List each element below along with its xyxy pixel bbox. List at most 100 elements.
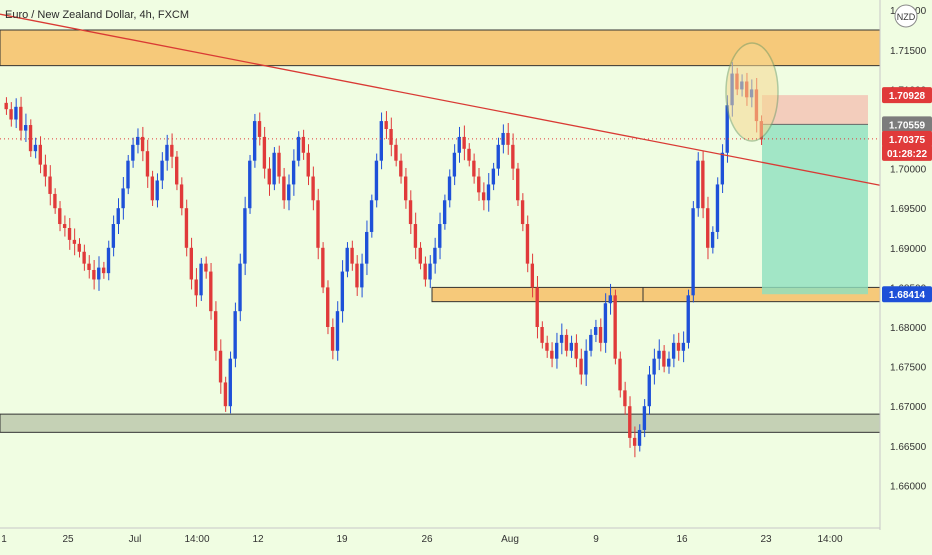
candle-body xyxy=(165,144,169,161)
price-label-text: 1.68414 xyxy=(889,290,926,301)
candle-body xyxy=(516,168,520,201)
stop-zone[interactable] xyxy=(762,95,868,125)
candle-body xyxy=(647,374,651,407)
currency-badge-label: NZD xyxy=(897,12,916,22)
candle-body xyxy=(399,160,403,177)
candle-body xyxy=(496,144,500,169)
price-label-box[interactable] xyxy=(882,116,932,133)
candle-body xyxy=(413,224,418,248)
lower-support-zone[interactable] xyxy=(0,413,881,433)
candle-body xyxy=(257,121,262,137)
candle-body xyxy=(340,271,345,312)
candle-body xyxy=(53,193,57,209)
candle-body xyxy=(589,334,593,351)
candle-body xyxy=(433,247,437,264)
candle-body xyxy=(189,247,193,280)
candle-body xyxy=(652,358,656,375)
candle-body xyxy=(662,350,666,367)
candle-body xyxy=(365,231,369,264)
candle-body xyxy=(67,228,72,240)
y-tick-label: 1.68000 xyxy=(890,323,927,334)
x-tick-label: 9 xyxy=(593,534,599,545)
candle-body xyxy=(223,382,228,407)
candle-body xyxy=(321,247,325,288)
candle-body xyxy=(335,311,340,351)
price-label-box[interactable] xyxy=(882,144,932,161)
x-tick-label: Aug xyxy=(501,534,519,545)
candle-body xyxy=(228,358,232,407)
price-label-box[interactable] xyxy=(882,87,932,104)
candle-body xyxy=(150,176,155,201)
candle-body xyxy=(296,136,301,161)
candle-body xyxy=(33,144,38,152)
candle-body xyxy=(423,263,427,280)
candle-body xyxy=(608,295,612,304)
candle-body xyxy=(131,144,135,161)
price-label-text: 1.70928 xyxy=(889,91,926,102)
candle-body xyxy=(306,152,310,177)
trendline[interactable] xyxy=(0,13,881,186)
chart-title: Euro / New Zealand Dollar, 4h, FXCM xyxy=(5,9,189,21)
candle-body xyxy=(706,208,710,248)
candle-body xyxy=(579,358,583,375)
candle-body xyxy=(438,224,442,248)
candle-body xyxy=(428,263,432,280)
price-label-box[interactable] xyxy=(882,286,932,303)
price-label-text: 01:28:22 xyxy=(887,149,927,160)
candle-body xyxy=(92,269,96,280)
candle-body xyxy=(355,263,359,288)
candle-body xyxy=(394,144,398,161)
candle-body xyxy=(462,136,466,149)
x-tick-label: 12 xyxy=(252,534,264,545)
highlight-ellipse[interactable] xyxy=(725,42,779,142)
x-tick-label: 26 xyxy=(421,534,433,545)
candle-body xyxy=(491,168,496,185)
x-tick-label: 14:00 xyxy=(184,534,209,545)
candle-body xyxy=(623,390,627,407)
candle-body xyxy=(4,102,8,110)
y-tick-label: 1.69500 xyxy=(890,204,927,215)
candle-body xyxy=(77,243,81,252)
candle-body xyxy=(550,350,554,359)
candle-body xyxy=(452,152,457,177)
candle-body xyxy=(628,406,632,438)
candle-body xyxy=(58,208,62,225)
candle-body xyxy=(564,334,569,351)
candle-body xyxy=(345,247,349,272)
candle-body xyxy=(9,109,13,120)
candle-body xyxy=(326,287,330,327)
candle-body xyxy=(715,184,720,232)
target-zone[interactable] xyxy=(762,124,868,295)
candle-body xyxy=(19,106,23,131)
candle-body xyxy=(418,247,422,264)
y-tick-label: 1.66500 xyxy=(890,442,927,453)
candle-body xyxy=(540,327,544,343)
candle-body xyxy=(403,176,408,201)
candle-body xyxy=(501,132,505,145)
candle-body xyxy=(545,342,549,351)
candle-body xyxy=(116,208,120,225)
y-tick-label: 1.71500 xyxy=(890,46,927,57)
price-label-box[interactable] xyxy=(882,130,932,147)
x-tick-label: 23 xyxy=(760,534,772,545)
y-tick-label: 1.67500 xyxy=(890,363,927,374)
candle-body xyxy=(374,160,379,201)
candle-body xyxy=(136,136,140,145)
candle-body xyxy=(145,151,150,177)
candle-body xyxy=(28,125,33,152)
candle-body xyxy=(569,342,573,351)
candle-body xyxy=(111,224,116,248)
candle-body xyxy=(574,342,578,359)
candle-body xyxy=(213,311,218,351)
price-label-text: 1.70559 xyxy=(889,120,926,131)
candle-body xyxy=(121,188,125,209)
candle-body xyxy=(252,121,257,161)
candle-body xyxy=(140,136,145,152)
candle-body xyxy=(642,406,647,430)
candle-body xyxy=(408,200,413,225)
candle-body xyxy=(48,176,52,194)
candle-body xyxy=(710,231,715,248)
currency-badge[interactable]: NZD xyxy=(894,4,918,28)
